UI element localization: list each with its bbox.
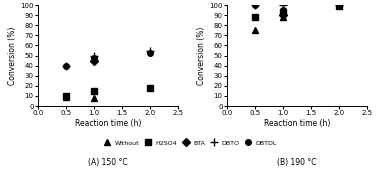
Text: (B) 190 °C: (B) 190 °C	[277, 159, 316, 167]
Y-axis label: Conversion (%): Conversion (%)	[197, 26, 206, 85]
Y-axis label: Conversion (%): Conversion (%)	[8, 26, 17, 85]
X-axis label: Reaction time (h): Reaction time (h)	[263, 119, 330, 128]
X-axis label: Reaction time (h): Reaction time (h)	[74, 119, 141, 128]
Legend: Without, H2SO4, BTA, DBTO, DBTDL: Without, H2SO4, BTA, DBTO, DBTDL	[101, 140, 277, 146]
Text: (A) 150 °C: (A) 150 °C	[88, 159, 128, 167]
